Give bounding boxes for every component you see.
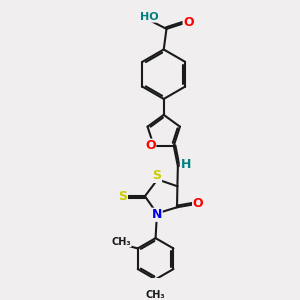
Text: CH₃: CH₃ [146,290,165,300]
Text: H: H [180,158,191,171]
Text: O: O [193,197,203,211]
Text: O: O [183,16,194,29]
Text: CH₃: CH₃ [111,237,131,247]
Text: S: S [152,169,161,182]
Text: HO: HO [140,12,158,22]
Text: S: S [118,190,127,203]
Text: O: O [145,139,156,152]
Text: N: N [152,208,162,221]
